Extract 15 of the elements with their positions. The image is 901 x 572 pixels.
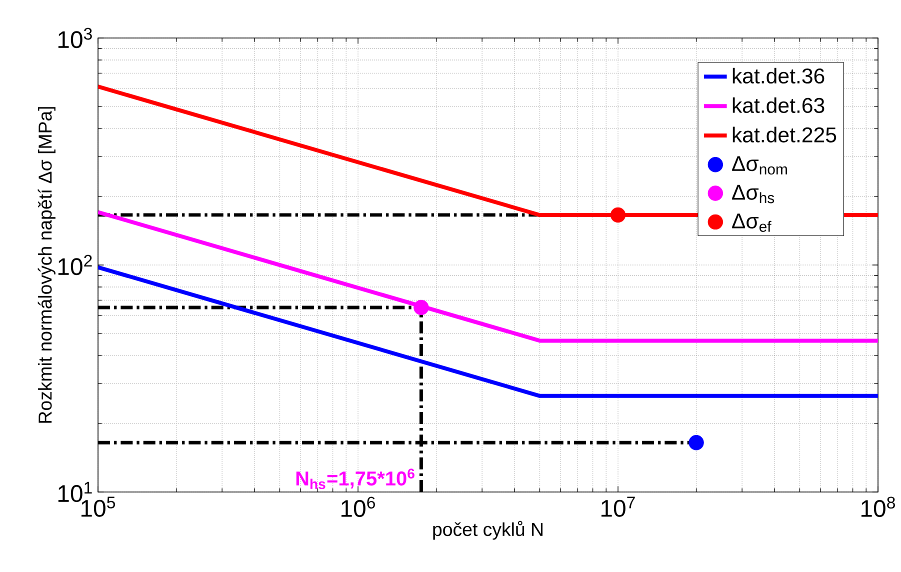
legend-label: kat.det.225: [732, 126, 836, 142]
x-axis-title: počet cyklů N: [433, 520, 542, 540]
y-tick-label: 10$^{3}$: [58, 28, 92, 48]
legend-label: Δσ$_{nom}$: [732, 156, 787, 175]
x-tick-label: 10$^{6}$: [341, 496, 375, 518]
legend-label: kat.det.63: [732, 97, 824, 114]
y-axis-title: Rozkmit normálových napětí Δσ [MPa]: [38, 107, 56, 423]
legend-label: Δσ$_{hs}$: [732, 184, 774, 204]
x-tick-label: 10$^{5}$: [81, 496, 116, 517]
x-tick-label: 10$^{8}$: [861, 496, 895, 518]
legend-label: Δσ$_{ef}$: [732, 214, 772, 232]
legend-label: kat.det.36: [732, 68, 824, 84]
y-tick-label: 10$^{2}$: [58, 254, 92, 276]
x-tick-label: 10$^{7}$: [601, 496, 635, 517]
annotation: N$_{hs}$=1,75*10$^{6}$: [296, 468, 414, 490]
